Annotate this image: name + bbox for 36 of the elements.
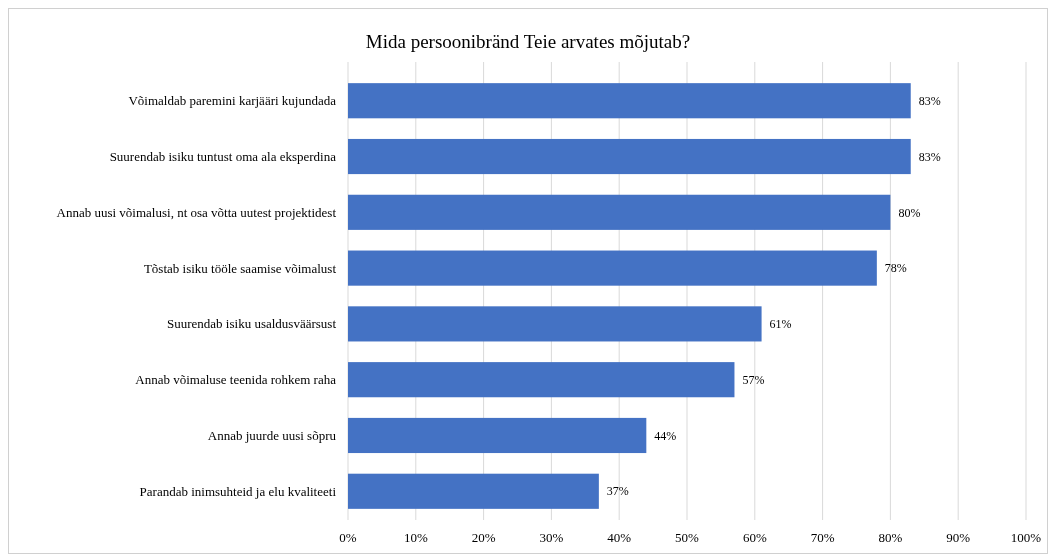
bar — [348, 138, 911, 175]
data-label: 57% — [742, 372, 765, 387]
x-tick-label: 20% — [471, 530, 496, 545]
x-tick-label: 10% — [403, 530, 428, 545]
chart-title: Mida persoonibränd Teie arvates mõjutab? — [365, 31, 691, 52]
bar — [348, 362, 735, 398]
bar — [348, 194, 891, 230]
x-tick-label: 40% — [607, 530, 632, 545]
bar — [348, 250, 877, 286]
y-tick-label: Tõstab isiku tööle saamise võimalust — [143, 260, 337, 276]
y-tick-label: Annab uusi võimalusi, nt osa võtta uutest projektidest — [56, 204, 337, 220]
data-label: 83% — [918, 93, 941, 108]
x-tick-label: 90% — [946, 530, 971, 545]
x-tick-label: 50% — [675, 530, 700, 545]
x-tick-label: 60% — [742, 530, 767, 545]
bar — [348, 83, 911, 119]
y-tick-label: Parandab inimsuhteid ja elu kvaliteeti — [139, 483, 337, 499]
y-tick-label: Annab võimaluse teenida rohkem raha — [135, 372, 337, 388]
y-tick-label: Võimaldab paremini karjääri kujundada — [128, 93, 337, 109]
bar — [348, 473, 599, 509]
x-tick-label: 30% — [539, 530, 564, 545]
y-tick-label: Suurendab isiku usaldusväärsust — [167, 316, 337, 332]
y-tick-label: Annab juurde uusi sõpru — [207, 428, 337, 444]
bar — [348, 306, 762, 342]
x-tick-label: 80% — [878, 530, 903, 545]
data-label: 83% — [918, 149, 941, 164]
data-label: 78% — [884, 261, 907, 276]
y-tick-label: Suurendab isiku tuntust oma ala eksperdina — [109, 149, 337, 165]
bar — [348, 417, 647, 454]
data-label: 37% — [606, 484, 629, 499]
x-tick-label: 70% — [810, 530, 835, 545]
data-label: 61% — [769, 317, 792, 332]
data-label: 80% — [898, 205, 921, 220]
data-label: 44% — [654, 428, 677, 443]
x-tick-label: 0% — [339, 530, 357, 545]
x-tick-label: 100% — [1010, 530, 1042, 545]
